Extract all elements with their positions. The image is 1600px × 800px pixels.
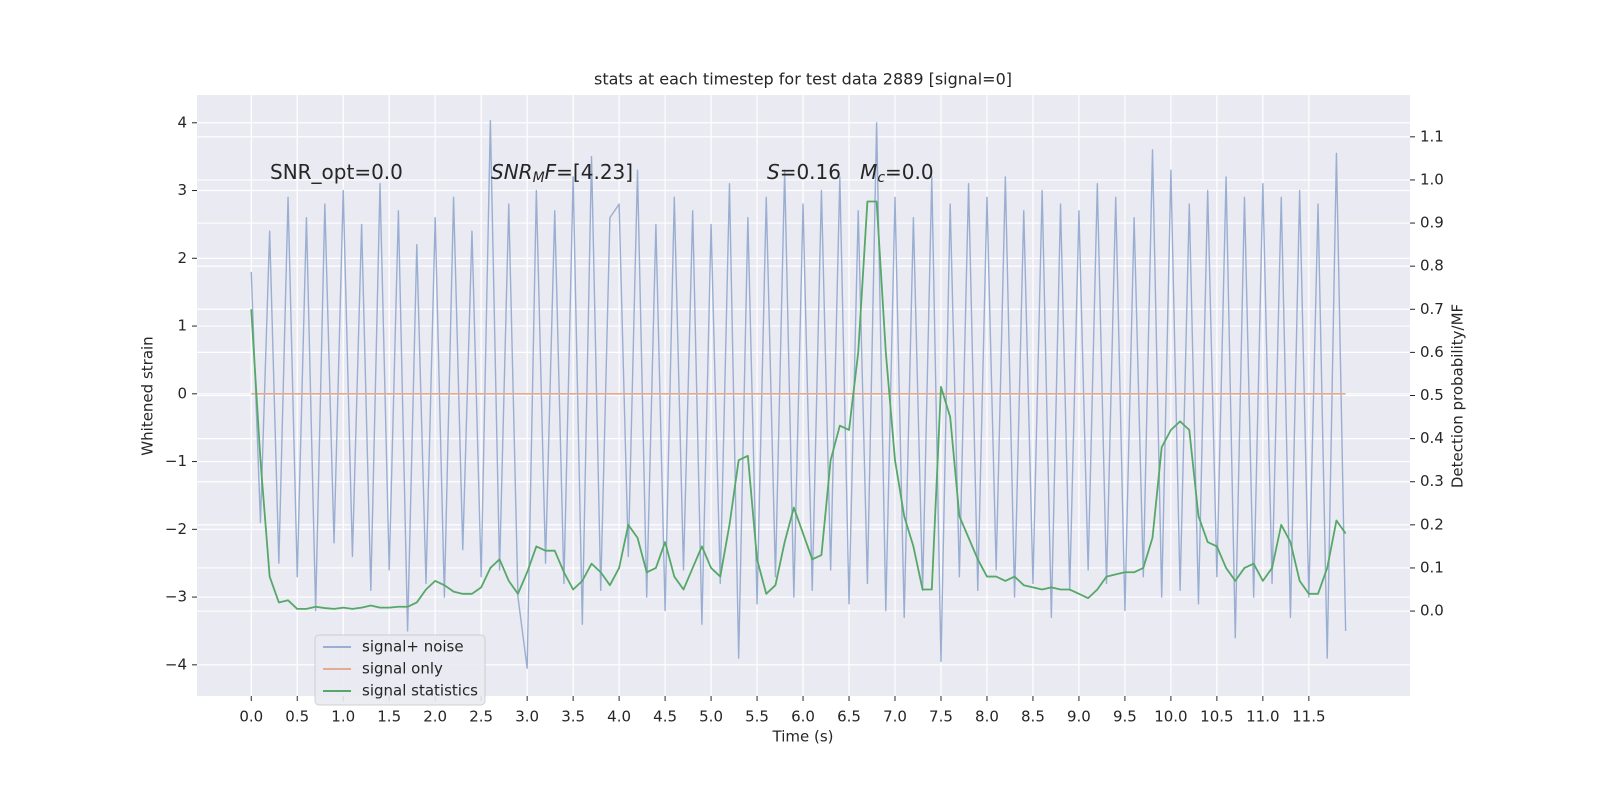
x-tick-label: 2.5 — [469, 708, 493, 726]
annotation: SNR_opt=0.0 — [270, 160, 403, 184]
y2-tick-label: 0.1 — [1420, 558, 1444, 576]
annotation: S=0.16 Mc=0.0 — [767, 160, 934, 187]
x-tick-label: 3.5 — [561, 708, 585, 726]
x-tick-label: 6.5 — [837, 708, 861, 726]
y-axis-label: Whitened strain — [139, 336, 157, 455]
y2-tick-label: 0.7 — [1420, 300, 1444, 318]
x-tick-label: 11.5 — [1292, 708, 1325, 726]
y2-tick-label: 0.4 — [1420, 429, 1444, 447]
x-tick-label: 7.5 — [929, 708, 953, 726]
legend-label: signal statistics — [362, 682, 478, 700]
y-tick-label: −2 — [165, 520, 187, 538]
annotation-part: =0.16 — [780, 160, 860, 184]
y2-tick-label: 0.3 — [1420, 472, 1444, 490]
x-tick-label: 8.5 — [1021, 708, 1045, 726]
legend-label: signal only — [362, 660, 443, 678]
y-tick-label: −4 — [165, 655, 187, 673]
y-tick-label: −1 — [165, 452, 187, 470]
x-tick-label: 9.0 — [1067, 708, 1091, 726]
annotation-part: =[4.23] — [556, 160, 633, 184]
annotation-part: M — [533, 170, 545, 186]
x-tick-label: 11.0 — [1246, 708, 1279, 726]
x-tick-label: 5.5 — [745, 708, 769, 726]
x-tick-label: 9.5 — [1113, 708, 1137, 726]
annotation-part: S — [767, 160, 780, 184]
x-tick-label: 1.0 — [331, 708, 355, 726]
legend: signal+ noise signal only signal statistic… — [314, 634, 486, 706]
legend-label: signal+ noise — [362, 638, 464, 656]
y2-tick-label: 0.0 — [1420, 602, 1444, 620]
x-axis-label: Time (s) — [772, 728, 834, 746]
annotation-part: c — [877, 170, 885, 186]
x-tick-label: 7.0 — [883, 708, 907, 726]
x-tick-label: 4.5 — [653, 708, 677, 726]
y-tick-label: 4 — [177, 113, 187, 131]
y2-tick-label: 0.6 — [1420, 343, 1444, 361]
y-tick-label: 1 — [177, 317, 187, 335]
series-line — [250, 120, 1347, 669]
y2-tick-label: 0.2 — [1420, 515, 1444, 533]
legend-box — [314, 634, 486, 706]
x-tick-label: 6.0 — [791, 708, 815, 726]
x-tick-label: 8.0 — [975, 708, 999, 726]
x-tick-label: 5.0 — [699, 708, 723, 726]
annotation-part: F — [545, 160, 557, 184]
y2-tick-label: 0.5 — [1420, 386, 1444, 404]
chart-title: stats at each timestep for test data 288… — [594, 70, 1012, 89]
x-tick-label: 2.0 — [423, 708, 447, 726]
y2-tick-label: 0.9 — [1420, 214, 1444, 232]
y-tick-label: 2 — [177, 249, 187, 267]
series-line — [250, 200, 1347, 610]
annotation-part: SNR_opt=0.0 — [270, 160, 403, 184]
y2-tick-label: 1.0 — [1420, 170, 1444, 188]
y2-tick-label: 0.8 — [1420, 257, 1444, 275]
x-tick-label: 1.5 — [377, 708, 401, 726]
annotation-part: M — [860, 160, 877, 184]
x-tick-label: 10.5 — [1200, 708, 1233, 726]
x-tick-label: 10.0 — [1154, 708, 1187, 726]
x-tick-label: 4.0 — [607, 708, 631, 726]
y2-axis-label: Detection probability/MF — [1449, 304, 1467, 488]
y2-tick-label: 1.1 — [1420, 127, 1444, 145]
annotation: SNRMF=[4.23] — [491, 160, 633, 187]
y-tick-label: 0 — [177, 384, 187, 402]
annotation-part: =0.0 — [885, 160, 934, 184]
annotation-part: SNR — [491, 160, 533, 184]
x-tick-label: 0.0 — [239, 708, 263, 726]
x-tick-label: 3.0 — [515, 708, 539, 726]
x-tick-label: 0.5 — [285, 708, 309, 726]
y-tick-label: 3 — [177, 181, 187, 199]
y-tick-label: −3 — [165, 588, 187, 606]
